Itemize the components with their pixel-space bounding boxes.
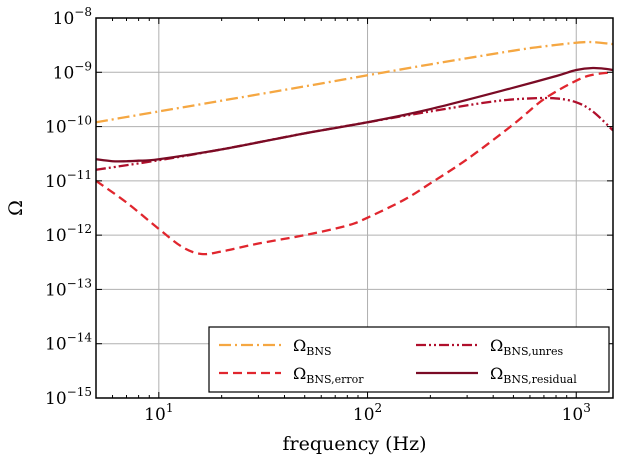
legend-label-3: ΩBNS,residual xyxy=(490,364,577,386)
tick-label-exponent: 1 xyxy=(166,401,174,415)
y-tick-label: 10−11 xyxy=(45,168,92,192)
tick-label-base: 10 xyxy=(45,335,67,355)
series-layer xyxy=(96,40,613,256)
tick-label-exponent: −12 xyxy=(67,222,92,236)
tick-label-base: 10 xyxy=(45,226,67,246)
y-axis-label: Ω xyxy=(5,200,27,216)
legend-label-2: ΩBNS,unres xyxy=(490,336,564,358)
legend-label-base: Ω xyxy=(490,364,503,383)
tick-label-base: 10 xyxy=(562,405,584,425)
tick-label-exponent: −11 xyxy=(67,168,92,182)
legend-label-subscript: BNS,unres xyxy=(503,345,563,358)
tick-labels: 101 102 10310−810−910−1010−1110−1210−1310−… xyxy=(45,5,591,425)
x-tick-label: 101 xyxy=(144,401,173,425)
tick-label-base: 10 xyxy=(45,389,67,409)
x-tick-label: 103 xyxy=(562,401,591,425)
legend-label-base: Ω xyxy=(293,336,306,355)
ticks xyxy=(95,17,613,399)
legend-label-0: ΩBNS xyxy=(293,336,332,358)
tick-label-exponent: 2 xyxy=(375,401,383,415)
series-line-0 xyxy=(96,40,613,124)
legend-label-subscript: BNS,residual xyxy=(503,373,577,386)
tick-label-exponent: −14 xyxy=(67,331,93,345)
y-tick-label: 10−12 xyxy=(45,222,92,246)
y-tick-label: 10−10 xyxy=(45,114,92,138)
series-line-1 xyxy=(96,71,613,256)
legend-label-subscript: BNS,error xyxy=(306,373,364,386)
legend-label-base: Ω xyxy=(293,364,306,383)
tick-label-base: 10 xyxy=(144,405,166,425)
tick-label-base: 10 xyxy=(53,9,75,29)
tick-label-exponent: −13 xyxy=(67,276,92,290)
legend-box xyxy=(208,326,610,393)
tick-label-exponent: −10 xyxy=(67,114,92,128)
legend-label-1: ΩBNS,error xyxy=(293,364,364,386)
legend-label-base: Ω xyxy=(490,336,503,355)
y-tick-label: 10−15 xyxy=(45,385,92,409)
tick-label-base: 10 xyxy=(353,405,375,425)
tick-label-base: 10 xyxy=(53,63,75,83)
tick-label-exponent: −8 xyxy=(74,5,92,19)
y-tick-label: 10−14 xyxy=(45,331,92,355)
series-line-3 xyxy=(96,66,613,163)
y-tick-label: 10−8 xyxy=(53,5,92,29)
legend-label-subscript: BNS xyxy=(306,345,331,358)
tick-label-exponent: 3 xyxy=(583,401,591,415)
tick-label-base: 10 xyxy=(45,280,67,300)
tick-label-exponent: −15 xyxy=(67,385,92,399)
tick-label-base: 10 xyxy=(45,172,67,192)
y-tick-label: 10−9 xyxy=(53,59,92,83)
x-tick-label: 102 xyxy=(353,401,382,425)
plot-frame xyxy=(95,17,614,399)
x-axis-label: frequency (Hz) xyxy=(282,433,426,455)
y-tick-label: 10−13 xyxy=(45,276,92,300)
tick-label-exponent: −9 xyxy=(74,59,92,73)
tick-label-base: 10 xyxy=(45,118,67,138)
